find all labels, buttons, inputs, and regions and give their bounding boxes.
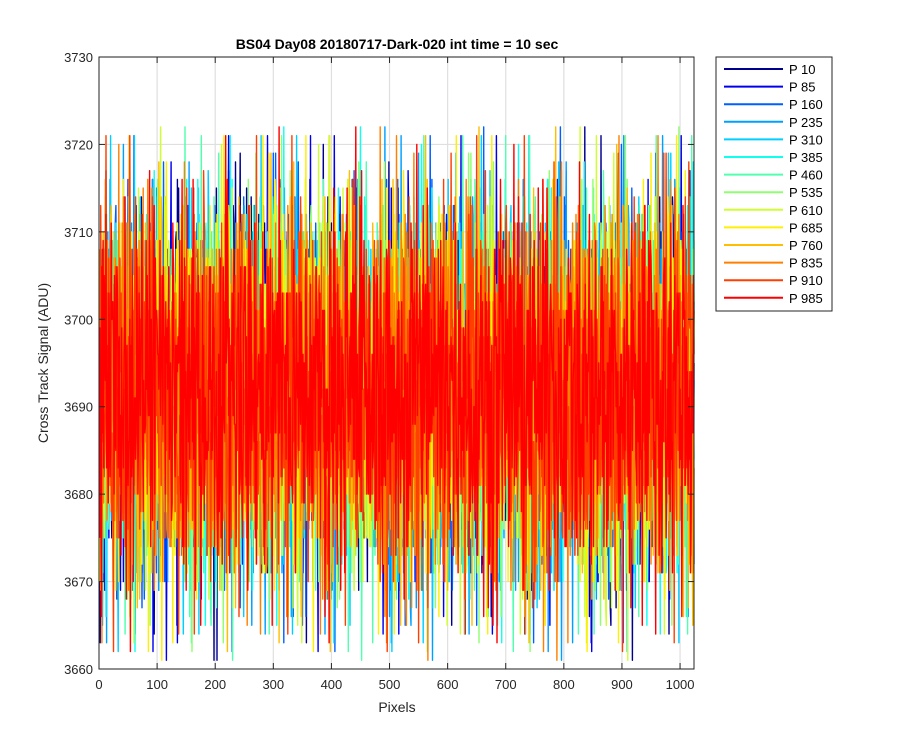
plot-frame <box>98 56 695 670</box>
legend-label: P 985 <box>789 291 823 306</box>
y-axis-label: Cross Track Signal (ADU) <box>35 283 51 443</box>
tick-layer: 0 100 200 300 400 500 600 700 800 900 1000 3660 3670… <box>64 50 694 692</box>
x-tick-label: 800 <box>553 677 575 692</box>
legend-label: P 460 <box>789 168 823 183</box>
x-axis-label: Pixels <box>378 699 415 715</box>
y-tick-label: 3660 <box>64 662 93 677</box>
legend-item[interactable]: P 235 <box>724 115 823 130</box>
legend-item[interactable]: P 460 <box>724 168 823 183</box>
legend-label: P 835 <box>789 256 823 271</box>
legend-item[interactable]: P 985 <box>724 291 823 306</box>
series-line-p985[interactable] <box>98 126 695 653</box>
series-line-p835[interactable] <box>98 126 695 661</box>
legend-label: P 610 <box>789 203 823 218</box>
legend-item[interactable]: P 160 <box>724 97 823 112</box>
x-tick-label: 400 <box>321 677 343 692</box>
x-tick-label: 700 <box>495 677 517 692</box>
chart-title: BS04 Day08 20180717-Dark-020 int time = … <box>236 36 559 52</box>
legend-label: P 910 <box>789 273 823 288</box>
x-tick-label: 100 <box>146 677 168 692</box>
legend-label: P 760 <box>789 238 823 253</box>
y-tick-label: 3710 <box>64 225 93 240</box>
legend-label: P 535 <box>789 185 823 200</box>
legend-item[interactable]: P 835 <box>724 256 823 271</box>
legend-label: P 310 <box>789 132 823 147</box>
x-tick-label: 900 <box>611 677 633 692</box>
legend-box <box>715 56 833 312</box>
x-tick-label: 1000 <box>666 677 695 692</box>
y-tick-label: 3720 <box>64 137 93 152</box>
legend-item[interactable]: P 910 <box>724 273 823 288</box>
x-tick-label: 0 <box>95 677 102 692</box>
y-tick-label: 3700 <box>64 312 93 327</box>
legend-label: P 385 <box>789 150 823 165</box>
y-tick-label: 3680 <box>64 487 93 502</box>
legend-item[interactable]: P 10 <box>724 62 816 77</box>
series-layer <box>98 126 695 661</box>
x-tick-label: 300 <box>262 677 284 692</box>
legend-label: P 10 <box>789 62 816 77</box>
legend-label: P 235 <box>789 115 823 130</box>
legend-item[interactable]: P 610 <box>724 203 823 218</box>
x-tick-label: 200 <box>204 677 226 692</box>
legend-item[interactable]: P 685 <box>724 220 823 235</box>
legend-label: P 160 <box>789 97 823 112</box>
y-tick-label: 3670 <box>64 575 93 590</box>
legend-item[interactable]: P 85 <box>724 80 816 95</box>
x-tick-label: 600 <box>437 677 459 692</box>
legend-label: P 685 <box>789 220 823 235</box>
x-tick-label: 500 <box>379 677 401 692</box>
y-tick-label: 3730 <box>64 50 93 65</box>
legend-item[interactable]: P 310 <box>724 132 823 147</box>
y-tick-label: 3690 <box>64 400 93 415</box>
legend-item[interactable]: P 385 <box>724 150 823 165</box>
legend-label: P 85 <box>789 80 816 95</box>
legend-item[interactable]: P 535 <box>724 185 823 200</box>
legend[interactable]: P 10 P 85 P 160 P 235 P 310 P 385 P 460 P 535 P … <box>715 56 833 312</box>
legend-item[interactable]: P 760 <box>724 238 823 253</box>
